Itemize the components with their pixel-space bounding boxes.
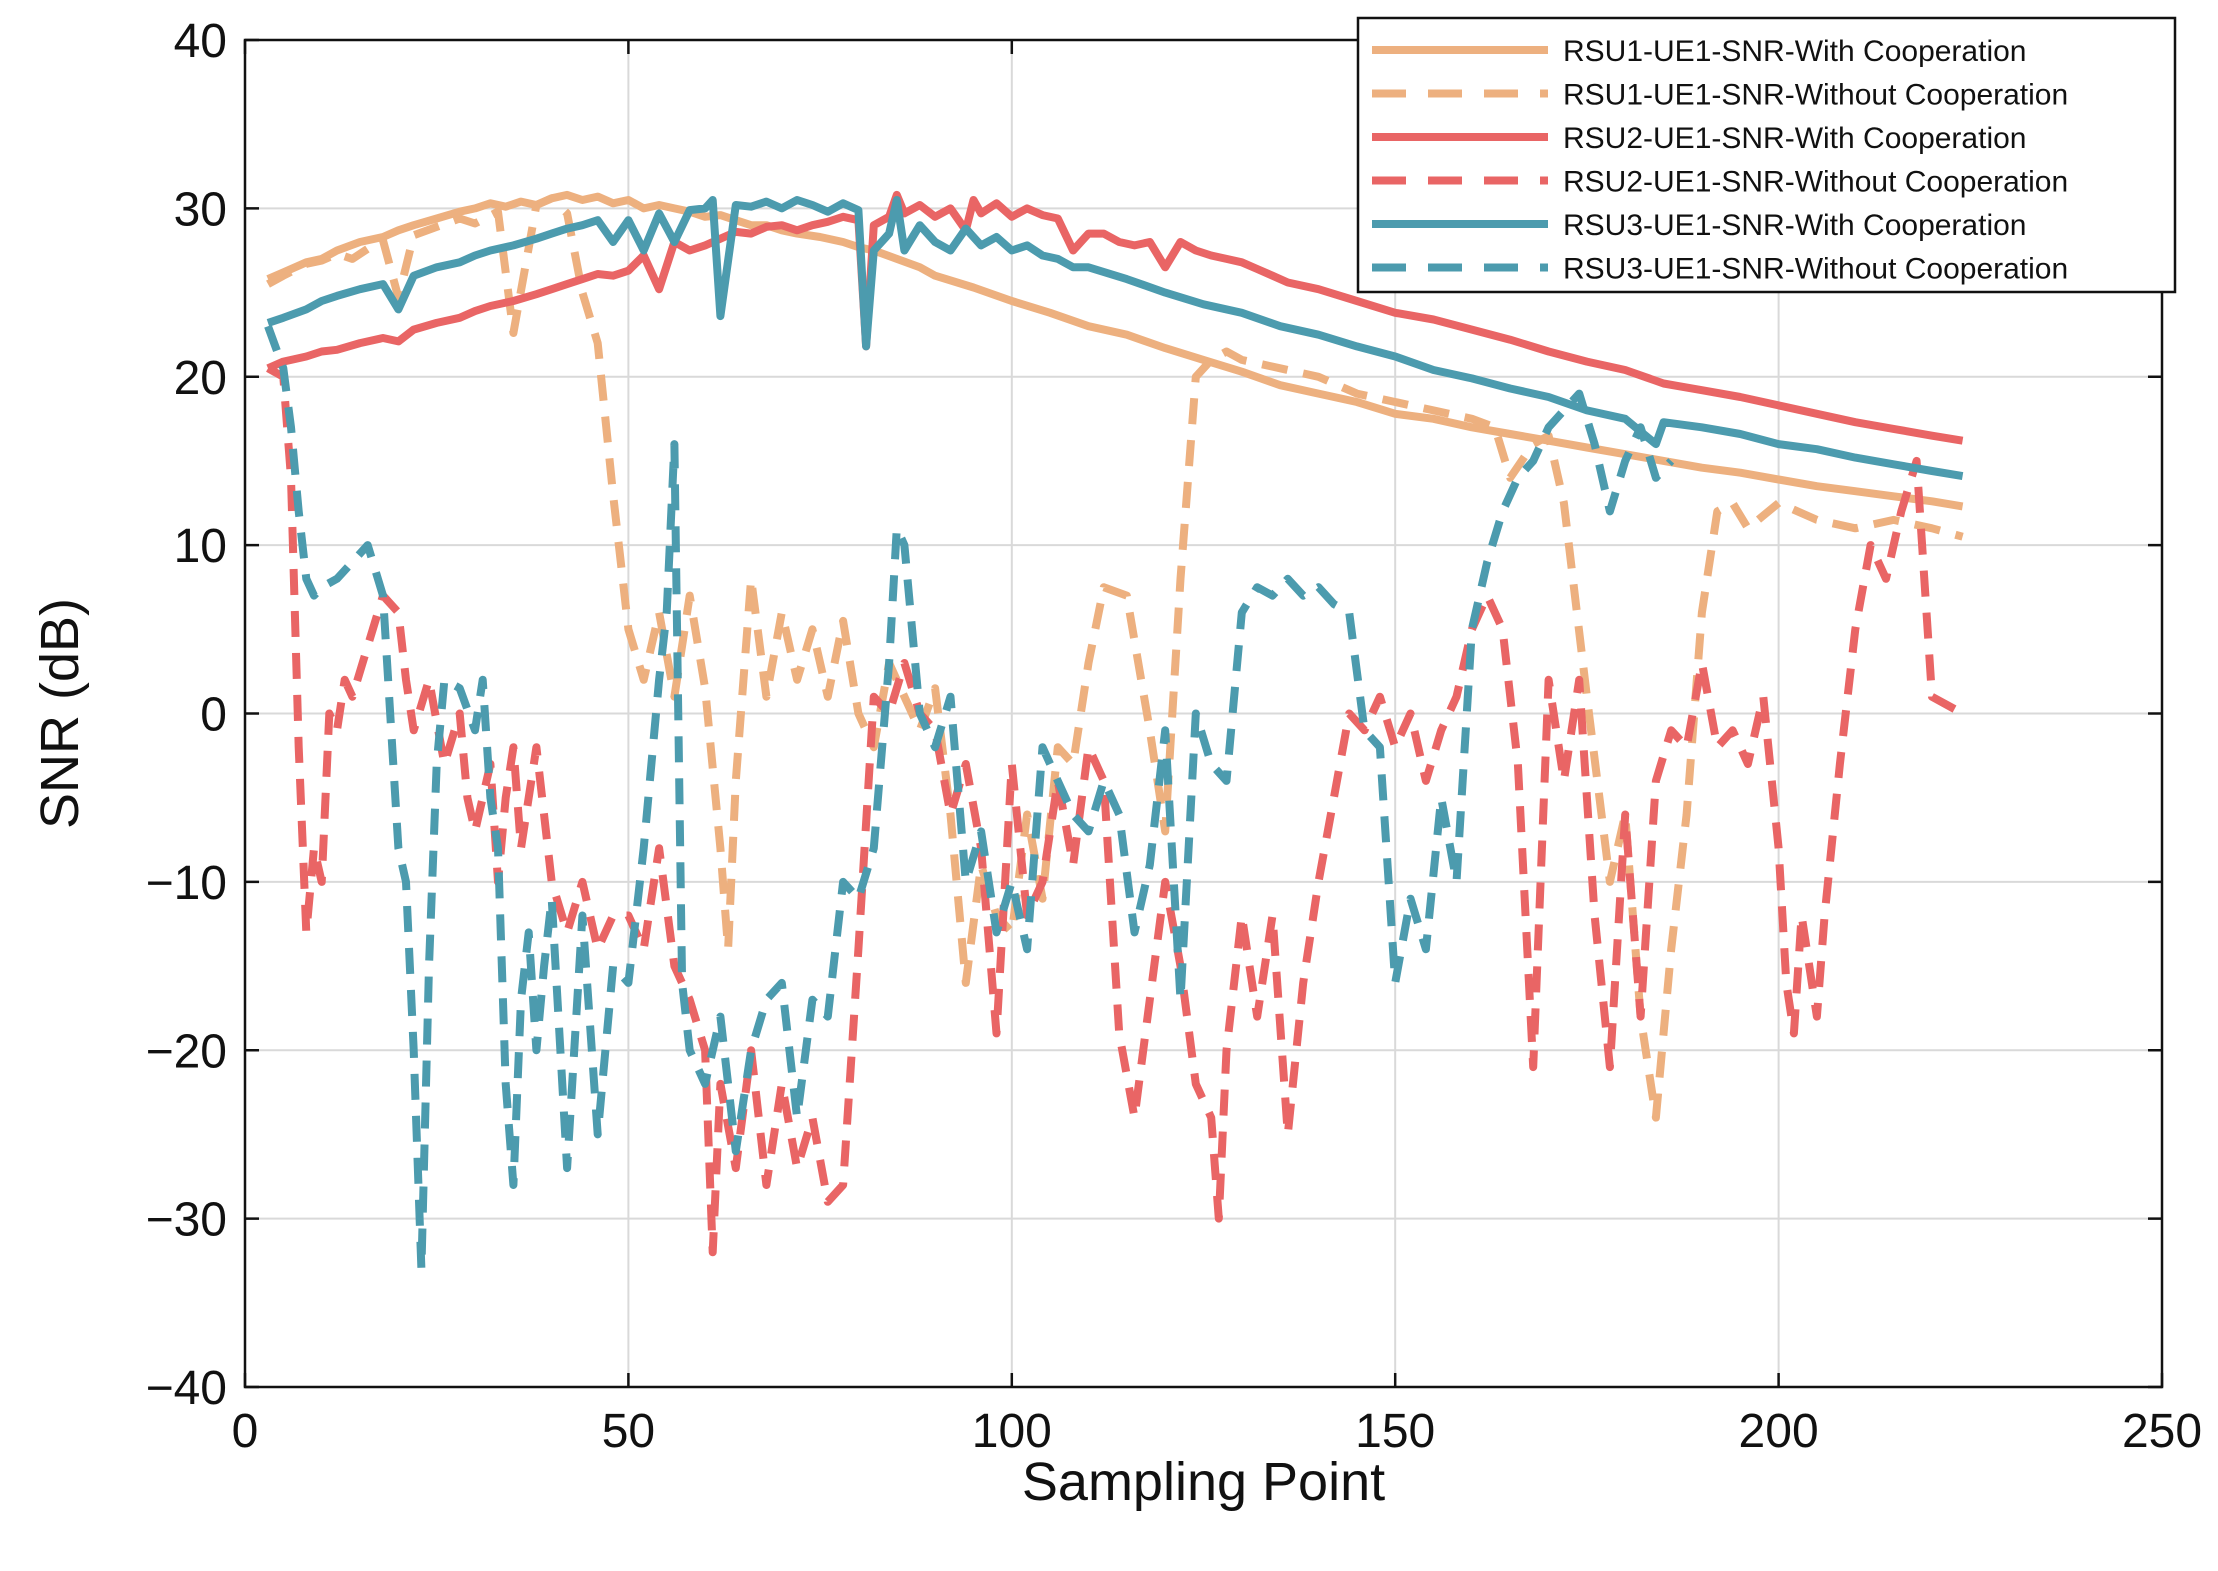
legend-box xyxy=(1356,16,2177,294)
x-tick-label: 50 xyxy=(602,1405,655,1458)
series-line-rsu3-ue1-snr-with-cooperation xyxy=(266,196,1964,481)
legend-label: RSU1-UE1-SNR-Without Cooperation xyxy=(1563,79,2068,112)
x-axis-title: Sampling Point xyxy=(1022,1452,1385,1512)
legend-label: RSU2-UE1-SNR-Without Cooperation xyxy=(1563,166,2068,199)
x-tick-label: 150 xyxy=(1355,1405,1435,1458)
series-layer xyxy=(264,190,1965,1274)
x-tick-label: 200 xyxy=(1739,1405,1819,1458)
x-tick-label: 250 xyxy=(2122,1405,2202,1458)
series-line-rsu3-ue1-snr-without-cooperation xyxy=(264,324,1675,1274)
y-tick-label: 20 xyxy=(174,352,227,405)
y-tick-label: −20 xyxy=(146,1025,227,1078)
legend: RSU1-UE1-SNR-With Cooperation RSU1-UE1-SN… xyxy=(1356,16,2177,294)
y-tick-label: 40 xyxy=(174,15,227,68)
series-line-rsu2-ue1-snr-with-cooperation xyxy=(266,190,1964,445)
series-line-rsu1-ue1-snr-without-cooperation xyxy=(266,194,1964,1122)
legend-items: RSU1-UE1-SNR-With Cooperation RSU1-UE1-SN… xyxy=(1372,35,2068,286)
x-tick-label: 100 xyxy=(972,1405,1052,1458)
y-tick-label: −40 xyxy=(146,1362,227,1415)
y-tick-label: −10 xyxy=(146,857,227,910)
y-axis-title: SNR (dB) xyxy=(30,598,90,829)
legend-label: RSU2-UE1-SNR-With Cooperation xyxy=(1563,122,2026,155)
y-tick-label: 10 xyxy=(174,520,227,573)
x-tick-label: 0 xyxy=(232,1405,259,1458)
tick-label-layer: 0 50 100 150 200 250 −40 −30 −20 −10 0 10 20 30 40 xyxy=(146,15,2202,1458)
y-tick-label: 0 xyxy=(200,689,227,742)
legend-label: RSU3-UE1-SNR-Without Cooperation xyxy=(1563,253,2068,286)
y-tick-label: 30 xyxy=(174,183,227,236)
y-tick-label: −30 xyxy=(146,1194,227,1247)
series-line-rsu2-ue1-snr-without-cooperation xyxy=(266,364,1965,1257)
legend-label: RSU3-UE1-SNR-With Cooperation xyxy=(1563,209,2026,242)
legend-label: RSU1-UE1-SNR-With Cooperation xyxy=(1563,35,2026,68)
